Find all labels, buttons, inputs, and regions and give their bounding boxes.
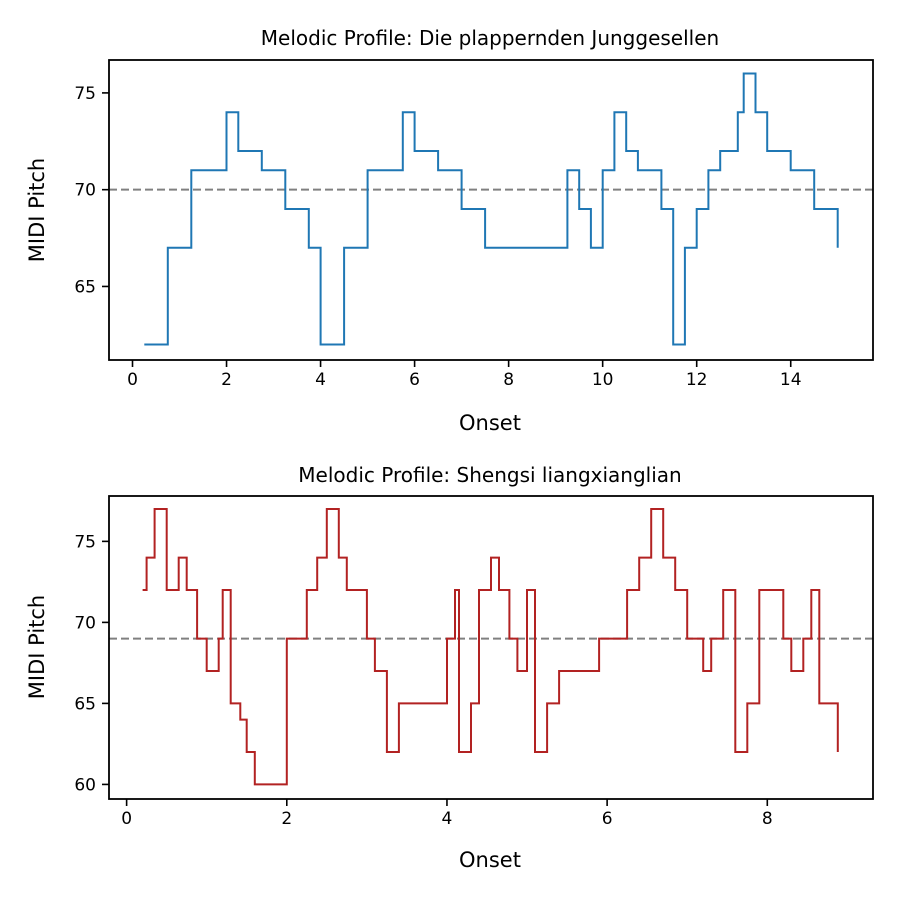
- chart-top-x-tick-label: 8: [503, 370, 514, 390]
- chart-top-melody-line: [144, 72, 839, 346]
- chart-top-x-tick-label: 14: [780, 370, 802, 390]
- chart-bottom-x-tick-label: 2: [281, 809, 292, 829]
- chart-top-y-axis-label: MIDI Pitch: [25, 158, 49, 262]
- chart-bottom-y-tick-label: 65: [74, 694, 96, 714]
- chart-top-x-tick-label: 6: [409, 370, 420, 390]
- chart-bottom-x-tick-label: 0: [121, 809, 132, 829]
- chart-top-y-tick-label: 65: [74, 277, 96, 297]
- chart-top-y-tick-label: 75: [74, 84, 96, 104]
- chart-top-y-tick-label: 70: [74, 181, 96, 201]
- chart-bottom-x-tick-label: 4: [442, 809, 453, 829]
- chart-bottom-y-tick-label: 60: [74, 775, 96, 795]
- chart-bottom-x-tick-label: 6: [602, 809, 613, 829]
- chart-top-x-tick-label: 10: [592, 370, 614, 390]
- chart-bottom-frame: [108, 495, 874, 800]
- chart-top-x-tick-label: 2: [221, 370, 232, 390]
- chart-top-x-axis-label: Onset: [459, 411, 521, 435]
- chart-bottom-y-tick-label: 75: [74, 532, 96, 552]
- chart-top-x-tick-label: 4: [315, 370, 326, 390]
- chart-top-title: Melodic Profile: Die plappernden Jungges…: [261, 26, 719, 50]
- chart-bottom-title: Melodic Profile: Shengsi liangxianglian: [298, 463, 681, 487]
- chart-bottom-y-axis-label: MIDI Pitch: [25, 595, 49, 699]
- chart-bottom-plot-area: 0 2 4 6 8 60 65 70 75: [74, 508, 873, 829]
- chart-top-x-tick-label: 0: [127, 370, 138, 390]
- chart-bottom-x-tick-label: 8: [762, 809, 773, 829]
- chart-top-frame: [108, 59, 874, 361]
- chart-bottom: Melodic Profile: Shengsi liangxianglian …: [25, 463, 874, 872]
- chart-top-x-tick-label: 12: [686, 370, 708, 390]
- chart-bottom-y-tick-label: 70: [74, 613, 96, 633]
- chart-bottom-x-axis-label: Onset: [459, 848, 521, 872]
- chart-bottom-melody-line: [142, 508, 839, 786]
- chart-top: Melodic Profile: Die plappernden Jungges…: [25, 26, 874, 435]
- chart-top-plot-area: 0 2 4 6 8 10 12 14 65 70 75: [74, 72, 873, 390]
